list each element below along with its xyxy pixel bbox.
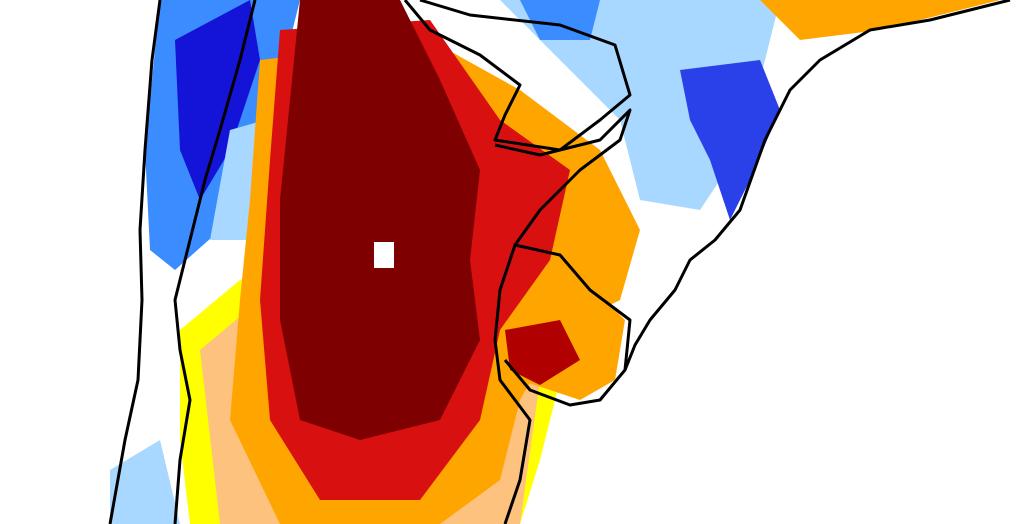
atlantic-coastline	[623, 0, 1011, 371]
missing-data-cell	[374, 242, 394, 268]
orange-region-ne	[760, 0, 1000, 40]
dark-blue-region	[175, 0, 260, 200]
dark-red-region	[280, 0, 480, 440]
blue-region-top	[520, 0, 600, 40]
pacific-coastline	[108, 0, 162, 524]
red-region-uruguay	[505, 320, 580, 385]
andes-border	[173, 0, 257, 524]
blue-region-ne	[680, 60, 780, 220]
light-blue-region-sw	[110, 440, 180, 524]
argentina-east-border	[493, 108, 632, 524]
